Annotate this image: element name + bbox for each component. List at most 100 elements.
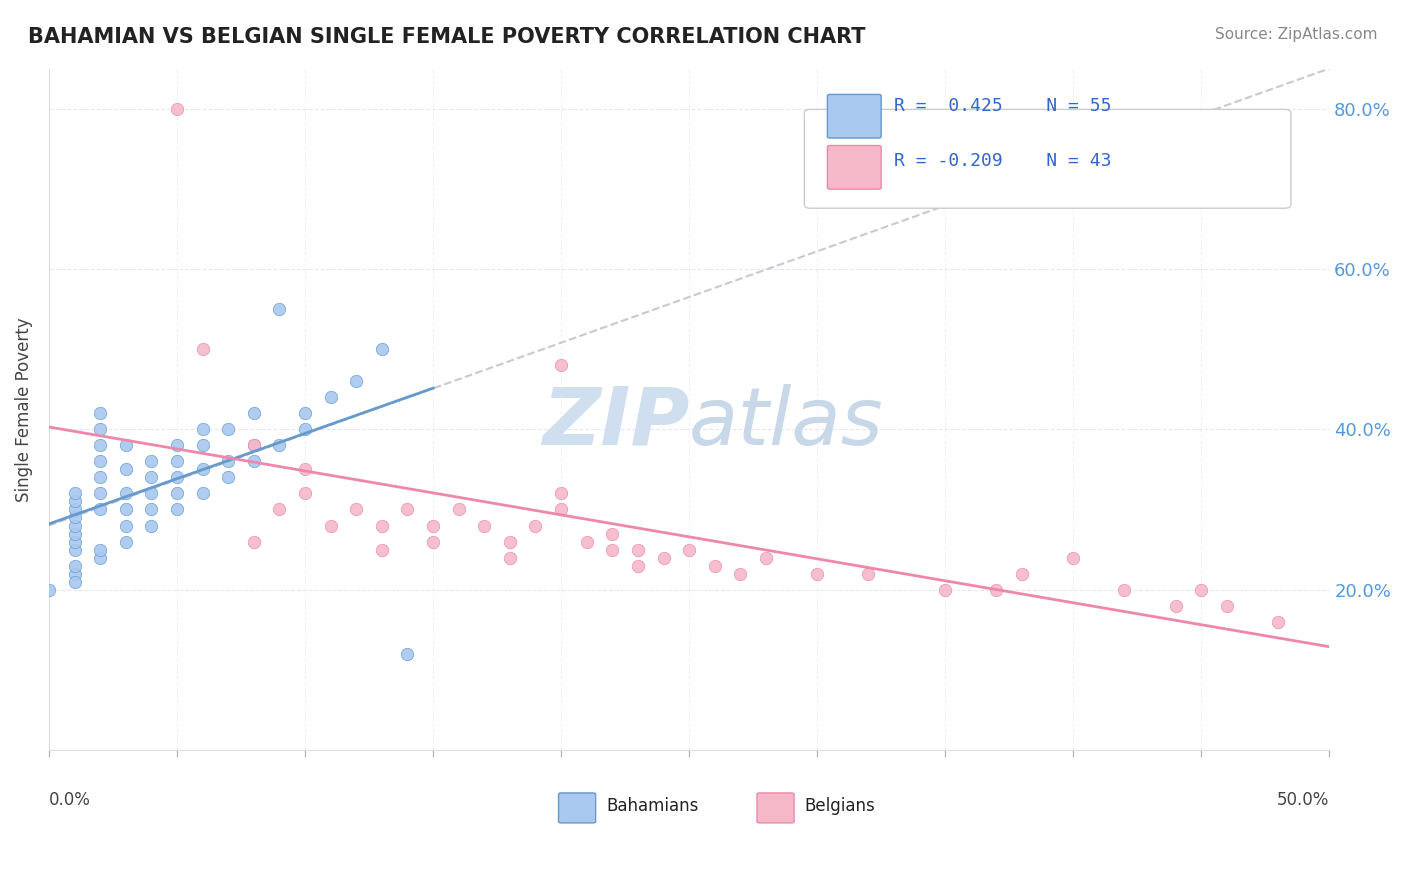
- Point: [371, 542, 394, 557]
- Point: [217, 422, 239, 436]
- Point: [63, 502, 86, 516]
- Text: Belgians: Belgians: [804, 797, 875, 815]
- Point: [575, 534, 598, 549]
- Point: [550, 358, 572, 372]
- Point: [550, 486, 572, 500]
- Point: [243, 454, 266, 468]
- Text: BAHAMIAN VS BELGIAN SINGLE FEMALE POVERTY CORRELATION CHART: BAHAMIAN VS BELGIAN SINGLE FEMALE POVERT…: [28, 27, 866, 46]
- Point: [652, 550, 675, 565]
- Point: [114, 438, 136, 452]
- Text: 0.0%: 0.0%: [49, 791, 91, 809]
- Point: [371, 342, 394, 356]
- Point: [986, 582, 1008, 597]
- Point: [243, 406, 266, 420]
- Point: [396, 502, 419, 516]
- Point: [89, 550, 111, 565]
- Point: [89, 406, 111, 420]
- Text: atlas: atlas: [689, 384, 884, 462]
- Point: [934, 582, 956, 597]
- Point: [755, 550, 778, 565]
- Point: [269, 438, 291, 452]
- Point: [344, 502, 367, 516]
- Point: [63, 558, 86, 573]
- Point: [600, 526, 623, 541]
- Point: [114, 534, 136, 549]
- FancyBboxPatch shape: [827, 145, 882, 189]
- Point: [243, 438, 266, 452]
- Point: [600, 542, 623, 557]
- Point: [141, 518, 163, 533]
- Text: Bahamians: Bahamians: [606, 797, 699, 815]
- Point: [422, 518, 444, 533]
- Point: [550, 502, 572, 516]
- Point: [63, 542, 86, 557]
- Text: 50.0%: 50.0%: [1277, 791, 1329, 809]
- Point: [472, 518, 495, 533]
- Point: [294, 422, 316, 436]
- Point: [294, 462, 316, 476]
- Point: [89, 542, 111, 557]
- Point: [1164, 599, 1187, 613]
- Point: [166, 486, 188, 500]
- Point: [89, 470, 111, 484]
- Point: [627, 558, 650, 573]
- Point: [114, 518, 136, 533]
- Point: [344, 374, 367, 388]
- Text: ZIP: ZIP: [541, 384, 689, 462]
- FancyBboxPatch shape: [756, 793, 794, 823]
- Point: [191, 486, 214, 500]
- FancyBboxPatch shape: [804, 110, 1291, 208]
- Point: [499, 550, 522, 565]
- Point: [38, 582, 60, 597]
- Point: [63, 518, 86, 533]
- Point: [806, 566, 828, 581]
- Point: [269, 502, 291, 516]
- Point: [89, 486, 111, 500]
- Point: [396, 647, 419, 661]
- Point: [166, 102, 188, 116]
- Y-axis label: Single Female Poverty: Single Female Poverty: [15, 317, 32, 501]
- Point: [319, 390, 342, 404]
- Point: [1114, 582, 1136, 597]
- Point: [217, 454, 239, 468]
- Point: [166, 502, 188, 516]
- Text: Source: ZipAtlas.com: Source: ZipAtlas.com: [1215, 27, 1378, 42]
- Text: R = -0.209    N = 43: R = -0.209 N = 43: [894, 152, 1112, 169]
- Point: [191, 342, 214, 356]
- FancyBboxPatch shape: [558, 793, 596, 823]
- Point: [524, 518, 547, 533]
- Point: [269, 301, 291, 316]
- Point: [141, 486, 163, 500]
- Point: [730, 566, 752, 581]
- Point: [191, 462, 214, 476]
- Point: [114, 486, 136, 500]
- Point: [243, 438, 266, 452]
- Point: [422, 534, 444, 549]
- Point: [114, 502, 136, 516]
- Point: [1011, 566, 1033, 581]
- Point: [371, 518, 394, 533]
- FancyBboxPatch shape: [827, 95, 882, 138]
- Point: [319, 518, 342, 533]
- Point: [63, 486, 86, 500]
- Point: [1062, 550, 1084, 565]
- Point: [1216, 599, 1239, 613]
- Point: [89, 438, 111, 452]
- Point: [191, 438, 214, 452]
- Point: [1267, 615, 1289, 629]
- Point: [703, 558, 725, 573]
- Point: [166, 438, 188, 452]
- Point: [141, 470, 163, 484]
- Point: [141, 454, 163, 468]
- Text: R =  0.425    N = 55: R = 0.425 N = 55: [894, 97, 1112, 115]
- Point: [627, 542, 650, 557]
- Point: [63, 526, 86, 541]
- Point: [141, 502, 163, 516]
- Point: [191, 422, 214, 436]
- Point: [89, 422, 111, 436]
- Point: [678, 542, 700, 557]
- Point: [217, 470, 239, 484]
- Point: [166, 454, 188, 468]
- Point: [499, 534, 522, 549]
- Point: [243, 534, 266, 549]
